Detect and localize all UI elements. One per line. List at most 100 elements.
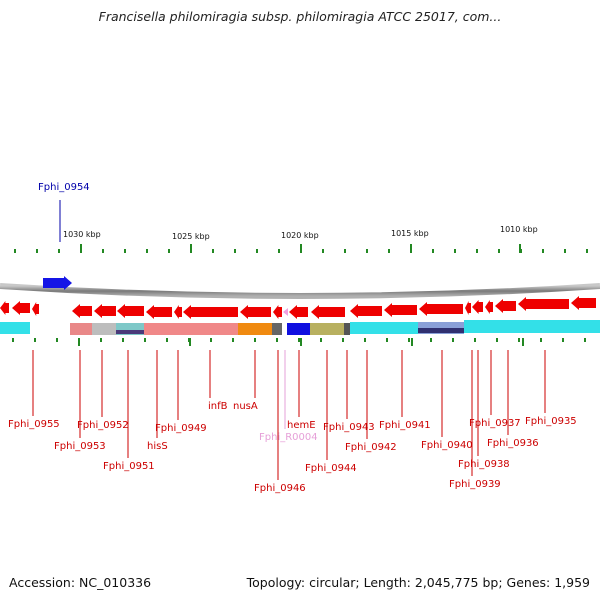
reverse-gene-arrow[interactable] <box>472 300 483 314</box>
tick-minor <box>344 249 346 253</box>
tick-minor <box>168 249 170 253</box>
forward-genes[interactable] <box>43 276 72 290</box>
tick-minor <box>498 249 500 253</box>
gene-label-reverse[interactable]: infB <box>208 401 228 412</box>
reverse-gene-arrow[interactable] <box>72 304 92 318</box>
gene-label-reverse[interactable]: Fphi_0937 <box>469 418 521 429</box>
gene-label-reverse[interactable]: Fphi_0942 <box>345 442 397 453</box>
map-title: Francisella philomiragia subsp. philomir… <box>98 9 502 24</box>
tick-minor <box>146 249 148 253</box>
tick-minor <box>212 249 214 253</box>
gene-label-reverse[interactable]: Fphi_0949 <box>155 423 207 434</box>
tick-major-lower <box>522 338 524 346</box>
tick-minor-lower <box>540 338 542 342</box>
rna-marker[interactable] <box>283 308 288 316</box>
tick-major-lower <box>300 338 302 346</box>
reverse-gene-arrow[interactable] <box>0 301 9 315</box>
tick-minor <box>102 249 104 253</box>
tick-major <box>519 244 521 253</box>
gene-label-reverse[interactable]: Fphi_0935 <box>525 416 577 427</box>
reverse-gene-arrow[interactable] <box>485 300 493 314</box>
tick-minor-lower <box>474 338 476 342</box>
reverse-gene-arrow[interactable] <box>495 299 516 313</box>
reverse-gene-arrow[interactable] <box>384 303 417 317</box>
tick-minor-lower <box>12 338 14 342</box>
reverse-gene-arrow[interactable] <box>350 304 382 318</box>
reverse-gene-arrow[interactable] <box>240 305 271 319</box>
gene-label-reverse[interactable]: Fphi_0951 <box>103 461 155 472</box>
scale-label: 1030 kbp <box>63 230 101 239</box>
reverse-gene-arrow[interactable] <box>94 304 116 318</box>
reverse-gene-arrow[interactable] <box>32 302 39 316</box>
tick-minor <box>234 249 236 253</box>
cog-track <box>0 320 600 335</box>
reverse-gene-arrow[interactable] <box>311 305 345 319</box>
gene-label-reverse[interactable]: nusA <box>233 401 258 412</box>
reverse-gene-arrow[interactable] <box>174 305 182 319</box>
tick-major-lower <box>411 338 413 346</box>
forward-gene-arrow[interactable] <box>43 276 72 290</box>
tick-minor <box>388 249 390 253</box>
gene-label-reverse[interactable]: Fphi_0946 <box>254 483 306 494</box>
tick-minor-lower <box>364 338 366 342</box>
gene-label-reverse[interactable]: Fphi_0936 <box>487 438 539 449</box>
tick-minor <box>256 249 258 253</box>
tick-minor <box>278 249 280 253</box>
tick-minor <box>432 249 434 253</box>
gene-label-reverse[interactable]: Fphi_0939 <box>449 479 501 490</box>
reverse-gene-arrow[interactable] <box>273 305 282 319</box>
tick-minor-lower <box>210 338 212 342</box>
tick-minor-lower <box>298 338 300 342</box>
gene-label-reverse[interactable]: Fphi_0941 <box>379 420 431 431</box>
reverse-gene-arrow[interactable] <box>571 296 596 310</box>
tick-minor-lower <box>100 338 102 342</box>
tick-major-lower <box>78 338 80 346</box>
reverse-gene-arrow[interactable] <box>289 305 308 319</box>
gene-label-reverse[interactable]: Fphi_R0004 <box>259 432 318 443</box>
topology-text: Topology: circular; Length: 2,045,775 bp… <box>246 575 590 590</box>
gene-labels[interactable]: Fphi_0954 Fphi_0955 Fphi_0953 Fphi_0952 Fphi… <box>8 182 577 494</box>
tick-minor <box>586 249 588 253</box>
gene-label-forward[interactable]: Fphi_0954 <box>38 182 90 193</box>
tick-minor-lower <box>430 338 432 342</box>
tick-minor-lower <box>56 338 58 342</box>
tick-major <box>80 244 82 253</box>
tick-major <box>190 244 192 253</box>
tick-minor <box>366 249 368 253</box>
tick-minor-lower <box>122 338 124 342</box>
gene-label-reverse[interactable]: Fphi_0953 <box>54 441 106 452</box>
tick-minor-lower <box>496 338 498 342</box>
tick-minor-lower <box>254 338 256 342</box>
gene-label-reverse[interactable]: Fphi_0938 <box>458 459 510 470</box>
tick-major <box>300 244 302 253</box>
gene-label-reverse[interactable]: Fphi_0943 <box>323 422 375 433</box>
tick-minor-lower <box>166 338 168 342</box>
tick-minor <box>322 249 324 253</box>
gene-label-reverse[interactable]: Fphi_0944 <box>305 463 357 474</box>
reverse-gene-arrow[interactable] <box>117 304 144 318</box>
tick-minor-lower <box>276 338 278 342</box>
gene-label-reverse[interactable]: Fphi_0955 <box>8 419 60 430</box>
reverse-gene-arrow[interactable] <box>12 301 30 315</box>
accession-text: Accession: NC_010336 <box>9 575 152 590</box>
tick-minor-lower <box>584 338 586 342</box>
tick-minor <box>124 249 126 253</box>
reverse-gene-arrow[interactable] <box>465 301 471 315</box>
tick-minor-lower <box>452 338 454 342</box>
gene-label-reverse[interactable]: hisS <box>147 441 168 452</box>
reverse-gene-arrow[interactable] <box>419 302 463 316</box>
reverse-genes[interactable] <box>0 296 596 319</box>
tick-major-lower <box>189 338 191 346</box>
gene-label-reverse[interactable]: hemE <box>287 420 316 431</box>
gene-label-reverse[interactable]: Fphi_0952 <box>77 420 129 431</box>
reverse-gene-arrow[interactable] <box>183 305 238 319</box>
scale-label: 1010 kbp <box>500 225 538 234</box>
gene-label-reverse[interactable]: Fphi_0940 <box>421 440 473 451</box>
reverse-gene-arrow[interactable] <box>146 305 172 319</box>
scale-ticks <box>12 244 588 346</box>
tick-minor-lower <box>232 338 234 342</box>
tick-minor-lower <box>518 338 520 342</box>
tick-minor-lower <box>34 338 36 342</box>
reverse-gene-arrow[interactable] <box>518 297 569 311</box>
